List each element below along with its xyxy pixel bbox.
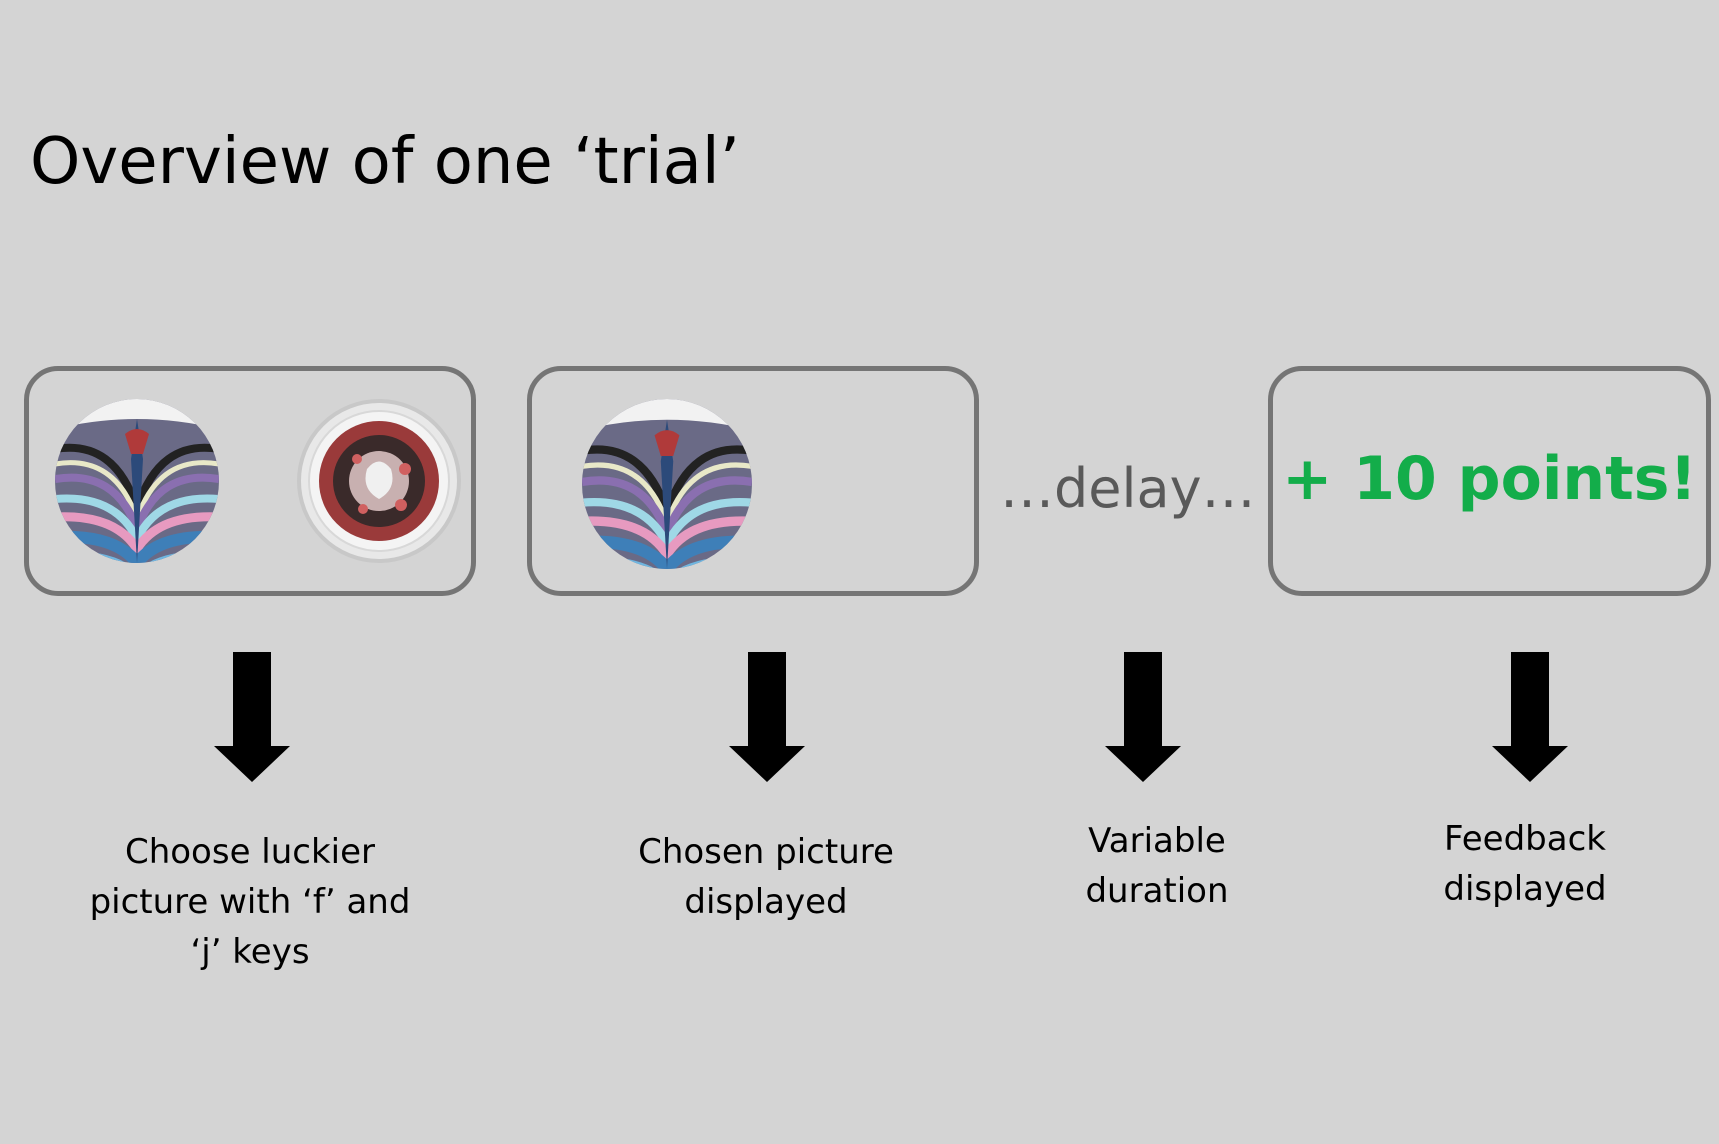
points-feedback-text: + 10 points!: [1282, 444, 1697, 514]
down-arrow-icon: [1105, 652, 1181, 782]
stage-label-choose: Choose luckier picture with ‘f’ and ‘j’ …: [89, 832, 411, 972]
choice-screen-box: [24, 366, 476, 596]
stage-label-feedback: Feedback displayed: [1443, 819, 1607, 909]
feedback-box: + 10 points!: [1268, 366, 1711, 596]
down-arrow-icon: [1492, 652, 1568, 782]
down-arrow-icon: [214, 652, 290, 782]
marbled-pattern-picture: [55, 399, 219, 563]
stage-label-variable: Variable duration: [1085, 821, 1229, 911]
page-title: Overview of one ‘trial’: [30, 125, 740, 199]
petri-dish-picture: [297, 399, 461, 563]
down-arrow-icon: [729, 652, 805, 782]
chosen-picture-box: [527, 366, 979, 596]
stage-label-chosen: Chosen picture displayed: [638, 832, 894, 922]
marbled-pattern-picture: [582, 399, 752, 569]
delay-text: …delay…: [1000, 457, 1256, 520]
